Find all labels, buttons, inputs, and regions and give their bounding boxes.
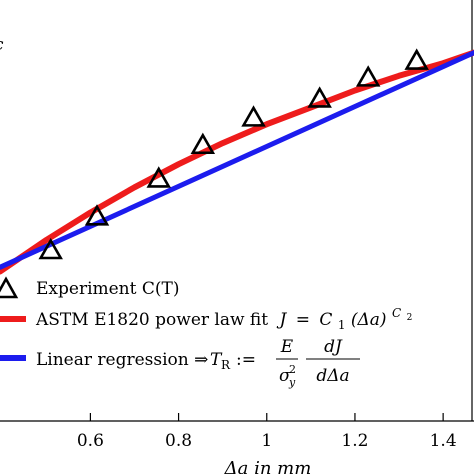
experiment-point-3 [190, 132, 216, 155]
experiment-point-4 [241, 105, 266, 127]
formula-J: J [277, 310, 288, 330]
experiment-point-7 [404, 48, 429, 70]
formula-define: := [236, 350, 256, 370]
legend-power-fit-name: ASTM E1820 power law fit [35, 310, 268, 330]
experiment-point-5 [307, 86, 332, 108]
formula-E: E [280, 337, 294, 357]
x-tick-label-4: 1.4 [430, 431, 457, 451]
experiment-point-6 [355, 65, 381, 87]
formula-dda: dΔa [316, 366, 349, 386]
plot-area [0, 48, 474, 275]
formula-equals: = [296, 310, 310, 330]
axes-frame [0, 0, 474, 422]
formula-sigma: σ [279, 366, 291, 386]
x-ticks: 0.6 0.8 1 1.2 1.4 [77, 413, 457, 451]
x-tick-label-2: 1 [261, 431, 272, 451]
formula-C2: C [392, 306, 401, 320]
formula-dJ: dJ [324, 337, 343, 357]
power-law-fit-line [0, 49, 474, 275]
formula-sigma-sup: 2 [289, 363, 296, 376]
experiment-point-1 [84, 204, 110, 226]
legend-triangle-icon [0, 276, 19, 299]
formula-sub2: 2 [407, 313, 413, 323]
formula-sigma-sub: y [288, 376, 296, 389]
legend-label-power-fit: ASTM E1820 power law fit J = C 1 (Δa) C … [35, 302, 412, 334]
x-tick-label-0: 0.6 [77, 431, 104, 451]
formula-C1: C [319, 310, 332, 330]
legend-label-linear: Linear regression ⇒ [36, 350, 208, 370]
formula-R: R [221, 358, 231, 372]
formula-sub1: 1 [338, 318, 346, 332]
x-axis-label: Δa in mm [224, 458, 312, 474]
formula-delta-a: (Δa) [351, 310, 387, 330]
legend: Experiment C(T) ASTM E1820 power law fit… [0, 276, 412, 389]
experiment-point-2 [146, 166, 171, 188]
legend-label-experiment: Experiment C(T) [36, 279, 179, 299]
formula-T: T [210, 350, 223, 370]
experiment-point-0 [38, 237, 63, 260]
clipped-annotation: c [0, 35, 4, 55]
x-tick-label-3: 1.2 [341, 431, 368, 451]
experiment-markers [38, 48, 429, 260]
linear-regression-line [0, 50, 474, 270]
x-tick-label-1: 0.8 [165, 431, 192, 451]
